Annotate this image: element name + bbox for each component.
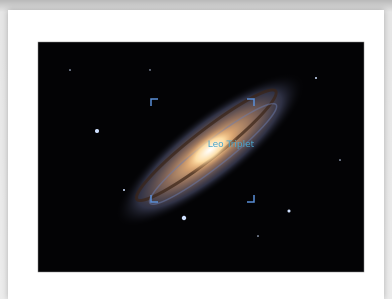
image-view: Leo Triplet	[0, 0, 392, 299]
page: {"image": {"label": "Leo Triplet"}}	[0, 0, 392, 299]
object-label: Leo Triplet	[208, 140, 255, 150]
